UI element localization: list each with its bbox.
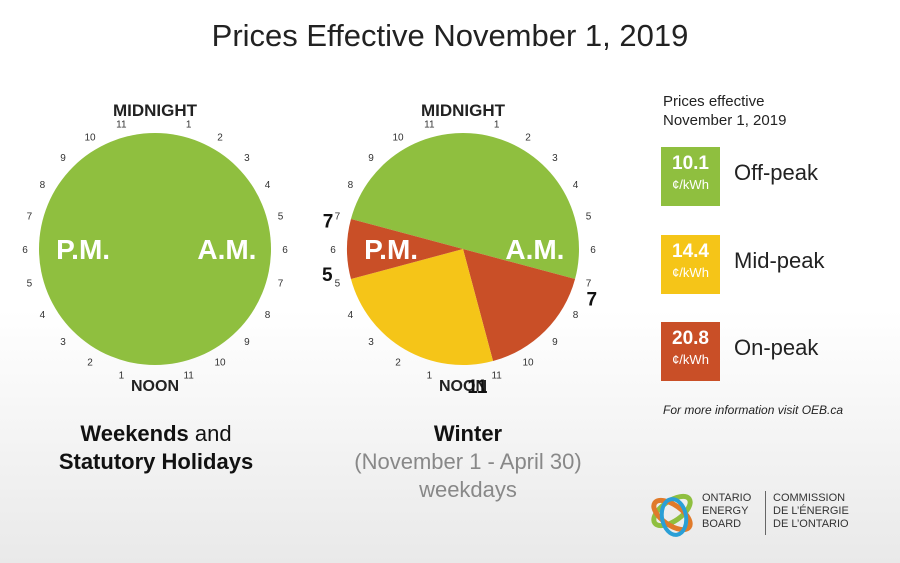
hour-tick-label: 8 — [265, 310, 271, 321]
logo-text-en: ONTARIO ENERGY BOARD — [702, 492, 752, 530]
hour-tick-label: 11 — [424, 119, 435, 130]
hour-tick-label: 1 — [119, 371, 125, 382]
pie-slice-mid-peak-2 — [350, 249, 494, 365]
logo-divider — [765, 491, 766, 535]
legend-swatch-on-peak: 20.8 ¢/kWh — [661, 322, 720, 381]
price-on-peak: 20.8 — [672, 328, 709, 349]
pie-slice-off-peak — [39, 133, 271, 365]
hour-tick-label: 9 — [60, 153, 66, 164]
hour-tick-label: 4 — [265, 180, 271, 191]
price-off-peak: 10.1 — [672, 153, 709, 174]
hour-tick-label: 6 — [590, 245, 596, 256]
noon-label: NOON — [439, 378, 487, 395]
hour-tick-label: 7 — [27, 211, 33, 222]
boundary-hour-label: 11 — [467, 377, 488, 398]
caption-weekends-bold: Weekends — [80, 421, 189, 446]
am-label: A.M. — [505, 234, 564, 265]
hour-tick-label: 11 — [183, 371, 194, 382]
pie-slice-on-peak-1 — [463, 249, 576, 362]
hour-tick-label: 5 — [335, 279, 341, 290]
hour-tick-label: 8 — [573, 310, 579, 321]
hour-tick-label: 7 — [586, 279, 592, 290]
hour-tick-label: 2 — [525, 132, 531, 143]
legend-heading-line1: Prices effective — [663, 93, 765, 110]
hour-tick-label: 4 — [40, 310, 46, 321]
hour-tick-label: 10 — [84, 132, 96, 143]
hour-tick-label: 10 — [522, 358, 534, 369]
legend-swatch-off-peak: 10.1 ¢/kWh — [661, 147, 720, 206]
hour-tick-label: 2 — [395, 358, 401, 369]
clock-winter: 12345678910111234567891011MIDNIGHTNOONA.… — [322, 101, 597, 398]
hour-tick-label: 3 — [552, 153, 558, 164]
hour-tick-label: 4 — [573, 180, 579, 191]
hour-tick-label: 1 — [494, 119, 500, 130]
am-label: A.M. — [197, 234, 256, 265]
hour-tick-label: 9 — [368, 153, 374, 164]
hour-tick-label: 4 — [348, 310, 354, 321]
label-on-peak: On-peak — [734, 335, 819, 360]
caption-weekends-and: and — [194, 421, 232, 446]
hour-tick-label: 2 — [217, 132, 223, 143]
hour-tick-label: 6 — [330, 245, 336, 256]
hour-tick-label: 5 — [27, 279, 33, 290]
noon-label: NOON — [131, 378, 179, 395]
midnight-label: MIDNIGHT — [113, 101, 198, 120]
caption-winter: Winter (November 1 - April 30) weekdays — [318, 420, 618, 504]
pie-slice-on-peak-3 — [347, 218, 463, 280]
hour-tick-label: 7 — [278, 279, 284, 290]
hour-tick-label: 5 — [278, 211, 284, 222]
hour-tick-label: 6 — [282, 245, 288, 256]
hour-tick-label: 8 — [40, 180, 46, 191]
hour-tick-label: 3 — [368, 337, 374, 348]
hour-tick-label: 2 — [87, 358, 93, 369]
label-mid-peak: Mid-peak — [734, 248, 825, 273]
legend-heading: Prices effective November 1, 2019 — [663, 92, 863, 130]
pie-slice-off-peak-0 — [350, 133, 580, 280]
boundary-hour-label: 5 — [322, 265, 333, 286]
boundary-hour-label: 7 — [323, 211, 334, 232]
hour-tick-label: 11 — [116, 119, 127, 130]
price-mid-peak: 14.4 — [672, 241, 709, 262]
more-info-text: For more information visit OEB.ca — [663, 403, 844, 417]
oeb-logo: ONTARIO ENERGY BOARD COMMISSION DE L’ÉNE… — [646, 487, 886, 543]
hour-tick-label: 3 — [244, 153, 250, 164]
hour-tick-label: 8 — [348, 180, 354, 191]
hour-tick-label: 1 — [427, 371, 433, 382]
caption-winter-weekdays: weekdays — [419, 477, 517, 502]
unit-mid-peak: ¢/kWh — [672, 265, 709, 280]
page-title: Prices Effective November 1, 2019 — [211, 18, 689, 53]
hour-tick-label: 9 — [552, 337, 558, 348]
legend-heading-line2: November 1, 2019 — [663, 112, 787, 129]
hour-tick-label: 7 — [335, 211, 341, 222]
oeb-logo-mark-icon — [651, 493, 693, 537]
logo-text-fr: COMMISSION DE L’ÉNERGIE DE L’ONTARIO — [773, 492, 849, 530]
hour-tick-label: 9 — [244, 337, 250, 348]
pm-label: P.M. — [56, 234, 110, 265]
boundary-hour-label: 7 — [587, 289, 598, 310]
hour-tick-label: 3 — [60, 337, 66, 348]
midnight-label: MIDNIGHT — [421, 101, 506, 120]
hour-tick-label: 11 — [491, 371, 502, 382]
caption-winter-title: Winter — [433, 421, 503, 446]
hour-tick-label: 5 — [586, 211, 592, 222]
caption-winter-dates: (November 1 - April 30) — [354, 449, 582, 474]
unit-off-peak: ¢/kWh — [672, 177, 709, 192]
label-off-peak: Off-peak — [734, 160, 818, 185]
hour-tick-label: 10 — [214, 358, 226, 369]
hour-tick-label: 1 — [186, 119, 192, 130]
unit-on-peak: ¢/kWh — [672, 352, 709, 367]
clock-weekends: 12345678910111234567891011MIDNIGHTNOONA.… — [22, 101, 288, 395]
legend-swatch-mid-peak: 14.4 ¢/kWh — [661, 235, 720, 294]
caption-holidays: Statutory Holidays — [58, 449, 254, 474]
hour-tick-label: 6 — [22, 245, 28, 256]
hour-tick-label: 10 — [392, 132, 404, 143]
caption-weekends: Weekends and Statutory Holidays — [0, 420, 312, 476]
pm-label: P.M. — [364, 234, 418, 265]
